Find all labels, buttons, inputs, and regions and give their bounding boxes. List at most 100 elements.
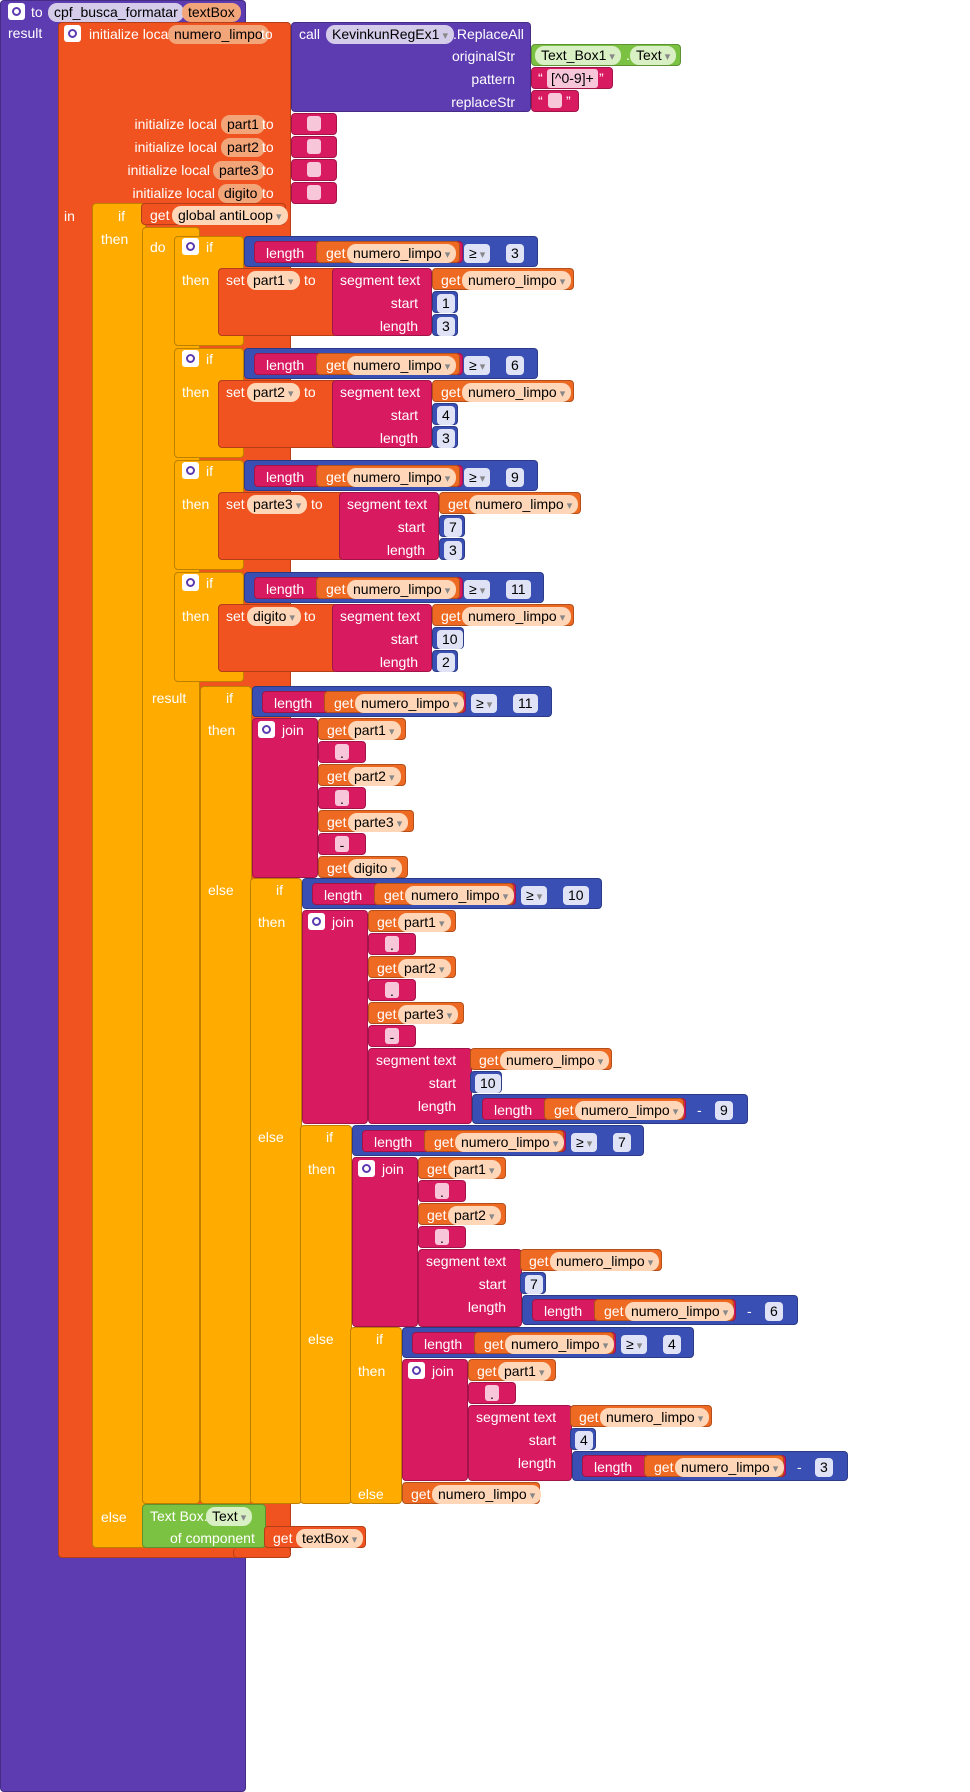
numero-limpo-dropdown[interactable]: numero_limpo xyxy=(462,271,572,290)
numero-limpo-dropdown[interactable]: numero_limpo xyxy=(505,1335,615,1354)
if-4-block[interactable] xyxy=(350,1327,402,1504)
textbox-param-dropdown[interactable]: textBox xyxy=(296,1529,364,1548)
if-gear-icon[interactable] xyxy=(182,574,199,591)
join-gear-icon[interactable] xyxy=(408,1362,425,1379)
number-11[interactable]: 11 xyxy=(513,694,538,713)
numero-limpo-dropdown[interactable]: numero_limpo xyxy=(675,1458,785,1477)
number-2[interactable]: 2 xyxy=(437,653,455,672)
var-dropdown[interactable]: part1 xyxy=(398,913,451,932)
number-10[interactable]: 10 xyxy=(475,1074,501,1093)
numero-limpo-dropdown[interactable]: numero_limpo xyxy=(462,383,572,402)
number-3[interactable]: 3 xyxy=(444,541,462,560)
join-block[interactable] xyxy=(402,1359,468,1481)
numero-limpo-dropdown[interactable]: numero_limpo xyxy=(469,495,579,514)
number-4[interactable]: 4 xyxy=(437,406,455,425)
join-block[interactable] xyxy=(352,1157,418,1327)
gte-operator[interactable]: ≥ xyxy=(464,468,491,487)
numero-limpo-dropdown[interactable]: numero_limpo xyxy=(347,244,457,263)
init-gear-icon[interactable] xyxy=(64,25,81,42)
number-6[interactable]: 6 xyxy=(506,356,524,375)
numero-limpo-dropdown[interactable]: numero_limpo xyxy=(500,1051,610,1070)
mutator-gear-icon[interactable] xyxy=(8,3,25,20)
var-dropdown[interactable]: part2 xyxy=(348,767,401,786)
number-3[interactable]: 3 xyxy=(815,1458,833,1477)
dot-string[interactable]: . xyxy=(485,1385,499,1402)
procedure-name[interactable]: cpf_busca_formatar xyxy=(48,3,184,22)
pattern-value[interactable]: [^0-9]+ xyxy=(547,69,598,88)
numero-limpo-dropdown[interactable]: numero_limpo xyxy=(347,580,457,599)
join-block[interactable] xyxy=(302,910,368,1124)
dash-string[interactable]: - xyxy=(335,836,349,853)
number-9[interactable]: 9 xyxy=(715,1101,733,1120)
var-numero-limpo[interactable]: numero_limpo xyxy=(168,25,269,44)
number-3[interactable]: 3 xyxy=(437,317,455,336)
var-parte3[interactable]: parte3 xyxy=(213,161,265,180)
segment-block[interactable] xyxy=(468,1405,572,1481)
dot-string[interactable]: . xyxy=(435,1183,449,1200)
number-6[interactable]: 6 xyxy=(765,1302,783,1321)
empty-string[interactable] xyxy=(307,116,321,131)
gte-operator[interactable]: ≥ xyxy=(464,580,491,599)
var-dropdown[interactable]: parte3 xyxy=(398,1005,459,1024)
result-if-11[interactable] xyxy=(200,686,252,1504)
set-var-dropdown[interactable]: parte3 xyxy=(247,495,308,514)
regex-component-dropdown[interactable]: KevinkunRegEx1 xyxy=(326,25,454,44)
number-4[interactable]: 4 xyxy=(575,1431,593,1450)
number-3[interactable]: 3 xyxy=(506,244,524,263)
set-var-dropdown[interactable]: part2 xyxy=(247,383,300,402)
if-gear-icon[interactable] xyxy=(182,462,199,479)
if-gear-icon[interactable] xyxy=(182,350,199,367)
join-gear-icon[interactable] xyxy=(358,1160,375,1177)
numero-limpo-dropdown[interactable]: numero_limpo xyxy=(550,1252,660,1271)
numero-limpo-dropdown[interactable]: numero_limpo xyxy=(600,1408,710,1427)
number-10[interactable]: 10 xyxy=(437,630,463,649)
gte-operator[interactable]: ≥ xyxy=(464,244,491,263)
dash-string[interactable]: - xyxy=(385,1028,399,1045)
var-dropdown[interactable]: part1 xyxy=(448,1160,501,1179)
numero-limpo-dropdown[interactable]: numero_limpo xyxy=(575,1101,685,1120)
var-dropdown[interactable]: parte3 xyxy=(348,813,409,832)
textbox-text-generic[interactable] xyxy=(142,1504,266,1548)
var-part2[interactable]: part2 xyxy=(221,138,265,157)
var-dropdown[interactable]: part2 xyxy=(448,1206,501,1225)
gte-operator[interactable]: ≥ xyxy=(521,886,548,905)
empty-string[interactable] xyxy=(548,93,562,108)
empty-string[interactable] xyxy=(307,185,321,200)
dot-string[interactable]: . xyxy=(335,744,349,761)
numero-limpo-dropdown[interactable]: numero_limpo xyxy=(347,356,457,375)
var-dropdown[interactable]: part2 xyxy=(398,959,451,978)
empty-string[interactable] xyxy=(307,139,321,154)
segment-block[interactable] xyxy=(332,268,432,336)
numero-limpo-dropdown[interactable]: numero_limpo xyxy=(432,1485,542,1504)
join-gear-icon[interactable] xyxy=(308,913,325,930)
empty-string[interactable] xyxy=(307,162,321,177)
text-prop-dropdown[interactable]: Text xyxy=(630,46,677,65)
numero-limpo-dropdown[interactable]: numero_limpo xyxy=(347,468,457,487)
gte-operator[interactable]: ≥ xyxy=(621,1335,648,1354)
set-var-dropdown[interactable]: part1 xyxy=(247,271,300,290)
var-dropdown[interactable]: digito xyxy=(348,859,403,878)
dot-string[interactable]: . xyxy=(335,790,349,807)
gte-operator[interactable]: ≥ xyxy=(571,1133,598,1152)
numero-limpo-dropdown[interactable]: numero_limpo xyxy=(462,607,572,626)
number-1[interactable]: 1 xyxy=(437,294,455,313)
procedure-param[interactable]: textBox xyxy=(182,3,241,22)
var-digito[interactable]: digito xyxy=(218,184,264,203)
var-part1[interactable]: part1 xyxy=(221,115,265,134)
var-dropdown[interactable]: part1 xyxy=(348,721,401,740)
join-block[interactable] xyxy=(252,718,318,878)
number-11[interactable]: 11 xyxy=(506,580,531,599)
segment-block[interactable] xyxy=(332,604,432,672)
dot-string[interactable]: . xyxy=(385,982,399,999)
numero-limpo-dropdown[interactable]: numero_limpo xyxy=(355,694,465,713)
gte-operator[interactable]: ≥ xyxy=(471,694,498,713)
numero-limpo-dropdown[interactable]: numero_limpo xyxy=(405,886,515,905)
set-var-dropdown[interactable]: digito xyxy=(247,607,302,626)
if-antiloop-block[interactable] xyxy=(92,203,146,1548)
global-antiloop-dropdown[interactable]: global antiLoop xyxy=(172,206,288,225)
segment-block[interactable] xyxy=(339,492,439,560)
var-dropdown[interactable]: part1 xyxy=(498,1362,551,1381)
number-10[interactable]: 10 xyxy=(563,886,589,905)
text-prop-dropdown[interactable]: Text xyxy=(206,1507,253,1526)
numero-limpo-dropdown[interactable]: numero_limpo xyxy=(625,1302,735,1321)
